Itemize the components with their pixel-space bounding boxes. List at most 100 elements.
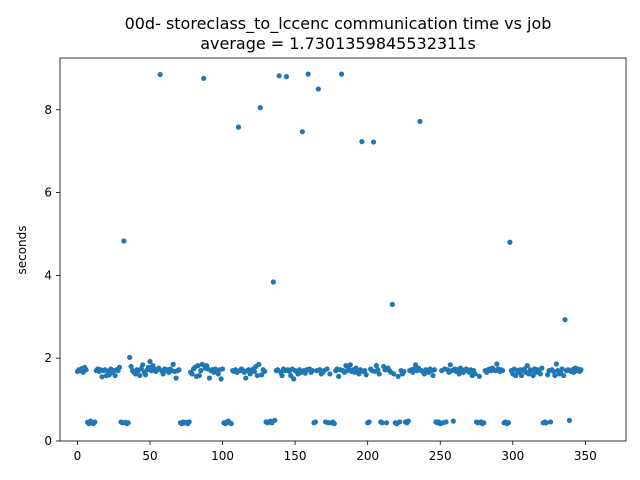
chart-title: 00d- storeclass_to_lccenc communication … (125, 14, 552, 34)
data-point (173, 375, 179, 381)
data-point (505, 420, 512, 426)
data-point (431, 367, 438, 373)
x-tick-label: 100 (211, 449, 234, 463)
data-point (376, 371, 382, 377)
y-tick-label: 0 (44, 434, 52, 448)
data-point (553, 361, 559, 367)
y-tick-label: 2 (44, 351, 52, 365)
data-point (494, 361, 500, 367)
data-point (312, 419, 319, 425)
data-point (218, 376, 224, 382)
data-point (116, 364, 123, 370)
data-point (336, 373, 342, 380)
data-point (99, 374, 105, 380)
data-point (383, 420, 390, 426)
data-point (157, 71, 163, 78)
data-point (356, 371, 362, 377)
data-point (405, 418, 411, 424)
data-point (147, 358, 153, 365)
data-point (125, 420, 131, 426)
data-point (186, 419, 192, 425)
data-point (235, 124, 242, 130)
data-point (447, 362, 453, 368)
data-point (279, 372, 285, 379)
data-point (331, 421, 337, 427)
x-tick-label: 150 (284, 449, 307, 463)
data-point (206, 375, 213, 381)
data-point (417, 118, 423, 124)
x-tick-label: 50 (142, 449, 157, 463)
data-point (539, 365, 545, 371)
data-point (450, 418, 456, 424)
data-point (201, 75, 207, 81)
data-point (276, 73, 282, 79)
x-tick-label: 350 (574, 449, 597, 463)
data-point (170, 361, 176, 367)
x-tick-label: 200 (356, 449, 379, 463)
data-point (559, 366, 565, 372)
data-point (550, 368, 557, 375)
data-point (543, 420, 549, 426)
data-point (347, 362, 353, 368)
data-point (195, 363, 201, 369)
data-point (254, 372, 260, 379)
data-point (127, 354, 133, 360)
y-tick-label: 6 (44, 186, 52, 200)
data-point (112, 372, 118, 379)
data-point (219, 366, 226, 372)
data-point (430, 372, 436, 379)
data-point (272, 417, 278, 423)
data-point (324, 366, 330, 372)
data-point (121, 238, 127, 244)
data-point (472, 371, 478, 377)
data-point (228, 421, 234, 427)
chart-subtitle: average = 1.7301359845532311s (200, 34, 476, 53)
data-point (363, 372, 369, 378)
data-point (143, 372, 149, 378)
data-point (215, 371, 221, 377)
data-point (481, 420, 487, 426)
x-tick-label: 0 (74, 449, 82, 463)
data-point (552, 372, 558, 379)
data-point (140, 362, 146, 368)
data-point (291, 376, 297, 382)
data-point (389, 301, 395, 307)
data-point (137, 372, 143, 379)
data-point (537, 371, 543, 377)
data-point (397, 419, 403, 425)
y-axis-label: seconds (15, 225, 29, 274)
data-point (196, 372, 202, 379)
data-point (443, 419, 449, 425)
data-point (476, 373, 483, 380)
data-point (283, 74, 289, 80)
x-tick-label: 300 (501, 449, 524, 463)
data-point (375, 367, 381, 373)
data-point (366, 419, 372, 425)
data-point (338, 71, 345, 77)
data-point (379, 420, 385, 426)
data-point (327, 371, 333, 377)
data-point (370, 139, 377, 145)
data-point (262, 368, 268, 375)
data-point (545, 372, 551, 378)
data-point (391, 371, 397, 377)
data-point (83, 367, 89, 373)
y-tick-label: 8 (44, 103, 52, 117)
data-point (566, 417, 573, 423)
data-point (305, 71, 311, 77)
data-point (270, 279, 276, 285)
data-point (176, 367, 182, 373)
data-points (74, 71, 584, 427)
data-point (243, 375, 249, 381)
data-point (128, 363, 134, 370)
data-point (524, 363, 530, 369)
data-point (395, 373, 401, 380)
plot-area-frame (59, 57, 627, 442)
data-point (256, 361, 262, 367)
data-point (500, 368, 506, 374)
data-point (373, 363, 379, 369)
x-tick-label: 250 (429, 449, 452, 463)
data-point (507, 239, 513, 245)
